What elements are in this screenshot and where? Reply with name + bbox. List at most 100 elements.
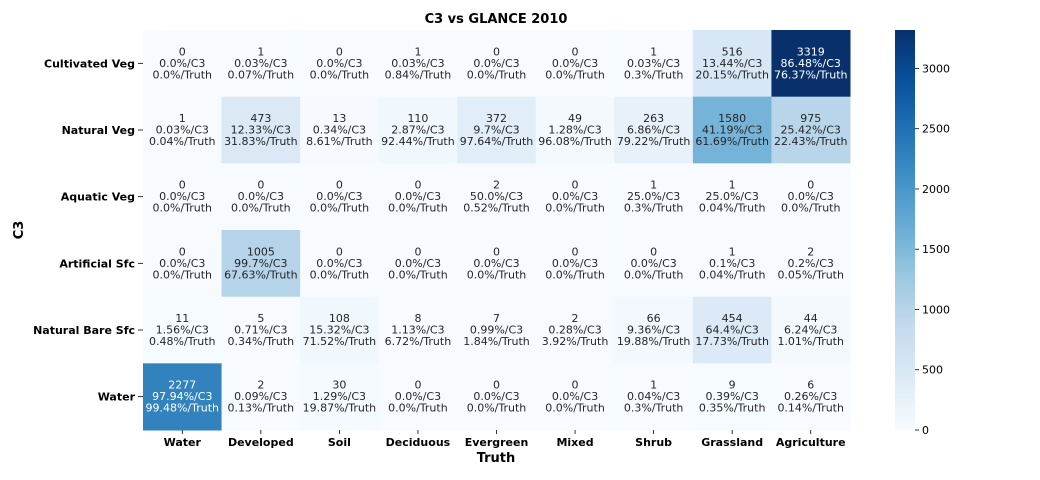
cell-c3-pct-label: 0.0%/C3 [316, 190, 362, 203]
cell-truth-pct-label: 0.04%/Truth [149, 135, 216, 148]
cell-truth-pct-label: 0.0%/Truth [310, 268, 370, 281]
cell-c3-pct-label: 13.44%/C3 [702, 57, 762, 70]
cell-truth-pct-label: 20.15%/Truth [695, 68, 769, 81]
cell-c3-pct-label: 15.32%/C3 [309, 324, 369, 337]
heatmap-cell [692, 30, 772, 98]
y-tick-label: Aquatic Veg [61, 191, 135, 204]
cell-count-label: 6 [807, 379, 814, 392]
cell-c3-pct-label: 0.99%/C3 [470, 324, 523, 337]
cell-count-label: 66 [647, 312, 661, 325]
cell-truth-pct-label: 0.0%/Truth [153, 202, 213, 215]
cell-count-label: 2 [807, 245, 814, 258]
cell-c3-pct-label: 0.0%/C3 [159, 190, 205, 203]
heatmap-cell [378, 296, 458, 364]
heatmap-cell [300, 363, 380, 431]
heatmap-cell [457, 296, 537, 364]
cell-c3-pct-label: 0.03%/C3 [156, 124, 209, 137]
cell-truth-pct-label: 61.69%/Truth [695, 135, 769, 148]
cell-c3-pct-label: 0.0%/C3 [473, 257, 519, 270]
cell-c3-pct-label: 0.71%/C3 [234, 324, 287, 337]
cell-truth-pct-label: 0.0%/Truth [388, 202, 448, 215]
y-tick-label: Water [98, 391, 136, 404]
cell-c3-pct-label: 0.0%/C3 [159, 57, 205, 70]
cell-count-label: 110 [407, 112, 428, 125]
cell-count-label: 1 [650, 379, 657, 392]
cell-c3-pct-label: 2.87%/C3 [391, 124, 444, 137]
x-tick-label: Shrub [635, 436, 672, 449]
heatmap-cell [378, 96, 458, 164]
cell-count-label: 0 [414, 379, 421, 392]
cell-truth-pct-label: 0.0%/Truth [310, 202, 370, 215]
cell-truth-pct-label: 1.01%/Truth [777, 335, 844, 348]
cell-truth-pct-label: 0.13%/Truth [228, 402, 295, 415]
cell-count-label: 1 [650, 45, 657, 58]
cell-count-label: 0 [572, 245, 579, 258]
heatmap-cell [692, 163, 772, 231]
heatmap-cell [378, 230, 458, 298]
cell-c3-pct-label: 0.0%/C3 [395, 390, 441, 403]
cell-count-label: 13 [332, 112, 346, 125]
heatmap-cell [771, 30, 851, 98]
cell-truth-pct-label: 71.52%/Truth [303, 335, 377, 348]
colorbar-gradient [895, 30, 915, 430]
heatmap-cell [771, 363, 851, 431]
cell-count-label: 0 [493, 379, 500, 392]
cell-truth-pct-label: 0.52%/Truth [463, 202, 530, 215]
heatmap-cell [143, 296, 223, 364]
x-tick-label: Grassland [701, 436, 763, 449]
cell-truth-pct-label: 0.0%/Truth [467, 68, 527, 81]
cell-count-label: 1580 [718, 112, 746, 125]
cell-truth-pct-label: 0.35%/Truth [699, 402, 766, 415]
heatmap-cell [771, 96, 851, 164]
cell-c3-pct-label: 0.0%/C3 [552, 390, 598, 403]
cell-count-label: 1 [729, 179, 736, 192]
heatmap-cell [378, 30, 458, 98]
cell-truth-pct-label: 0.84%/Truth [385, 68, 452, 81]
cell-count-label: 0 [257, 179, 264, 192]
cell-count-label: 9 [729, 379, 736, 392]
heatmap-cell [143, 163, 223, 231]
cell-truth-pct-label: 96.08%/Truth [538, 135, 612, 148]
cell-c3-pct-label: 0.0%/C3 [238, 190, 284, 203]
cell-truth-pct-label: 0.0%/Truth [388, 402, 448, 415]
cell-truth-pct-label: 19.88%/Truth [617, 335, 691, 348]
cell-c3-pct-label: 6.24%/C3 [784, 324, 837, 337]
colorbar-tick-label: 1500 [922, 243, 950, 256]
heatmap-cell [535, 363, 615, 431]
cell-c3-pct-label: 97.94%/C3 [152, 390, 212, 403]
colorbar-tick-label: 500 [922, 364, 943, 377]
cell-c3-pct-label: 0.0%/C3 [316, 57, 362, 70]
heatmap-cell [378, 363, 458, 431]
cell-count-label: 0 [572, 179, 579, 192]
heatmap-cell [300, 230, 380, 298]
cell-truth-pct-label: 1.84%/Truth [463, 335, 530, 348]
cell-truth-pct-label: 0.48%/Truth [149, 335, 216, 348]
cell-c3-pct-label: 0.0%/C3 [395, 257, 441, 270]
cell-truth-pct-label: 67.63%/Truth [224, 268, 298, 281]
cell-c3-pct-label: 0.26%/C3 [784, 390, 837, 403]
cell-c3-pct-label: 0.0%/C3 [395, 190, 441, 203]
cell-c3-pct-label: 25.0%/C3 [627, 190, 680, 203]
colorbar-tick-label: 0 [922, 424, 929, 437]
cell-c3-pct-label: 99.7%/C3 [234, 257, 287, 270]
cell-truth-pct-label: 0.0%/Truth [388, 268, 448, 281]
cell-truth-pct-label: 0.3%/Truth [624, 202, 684, 215]
cell-count-label: 11 [175, 312, 189, 325]
cell-truth-pct-label: 0.0%/Truth [781, 202, 841, 215]
cell-truth-pct-label: 0.3%/Truth [624, 402, 684, 415]
heatmap-cell [457, 163, 537, 231]
cell-count-label: 44 [804, 312, 818, 325]
y-tick-label: Natural Bare Sfc [33, 324, 135, 337]
cell-c3-pct-label: 0.0%/C3 [159, 257, 205, 270]
cell-truth-pct-label: 97.64%/Truth [460, 135, 534, 148]
cell-truth-pct-label: 79.22%/Truth [617, 135, 691, 148]
heatmap-cells: 00.0%/C30.0%/Truth10.03%/C30.07%/Truth00… [143, 30, 851, 431]
heatmap-cell [614, 363, 694, 431]
colorbar: 0 500 1000 1500 2000 2500 3000 [895, 30, 950, 437]
heatmap-cell [692, 363, 772, 431]
cell-count-label: 5 [257, 312, 264, 325]
heatmap-cell [300, 163, 380, 231]
cell-c3-pct-label: 41.19%/C3 [702, 124, 762, 137]
heatmap-cell [692, 96, 772, 164]
